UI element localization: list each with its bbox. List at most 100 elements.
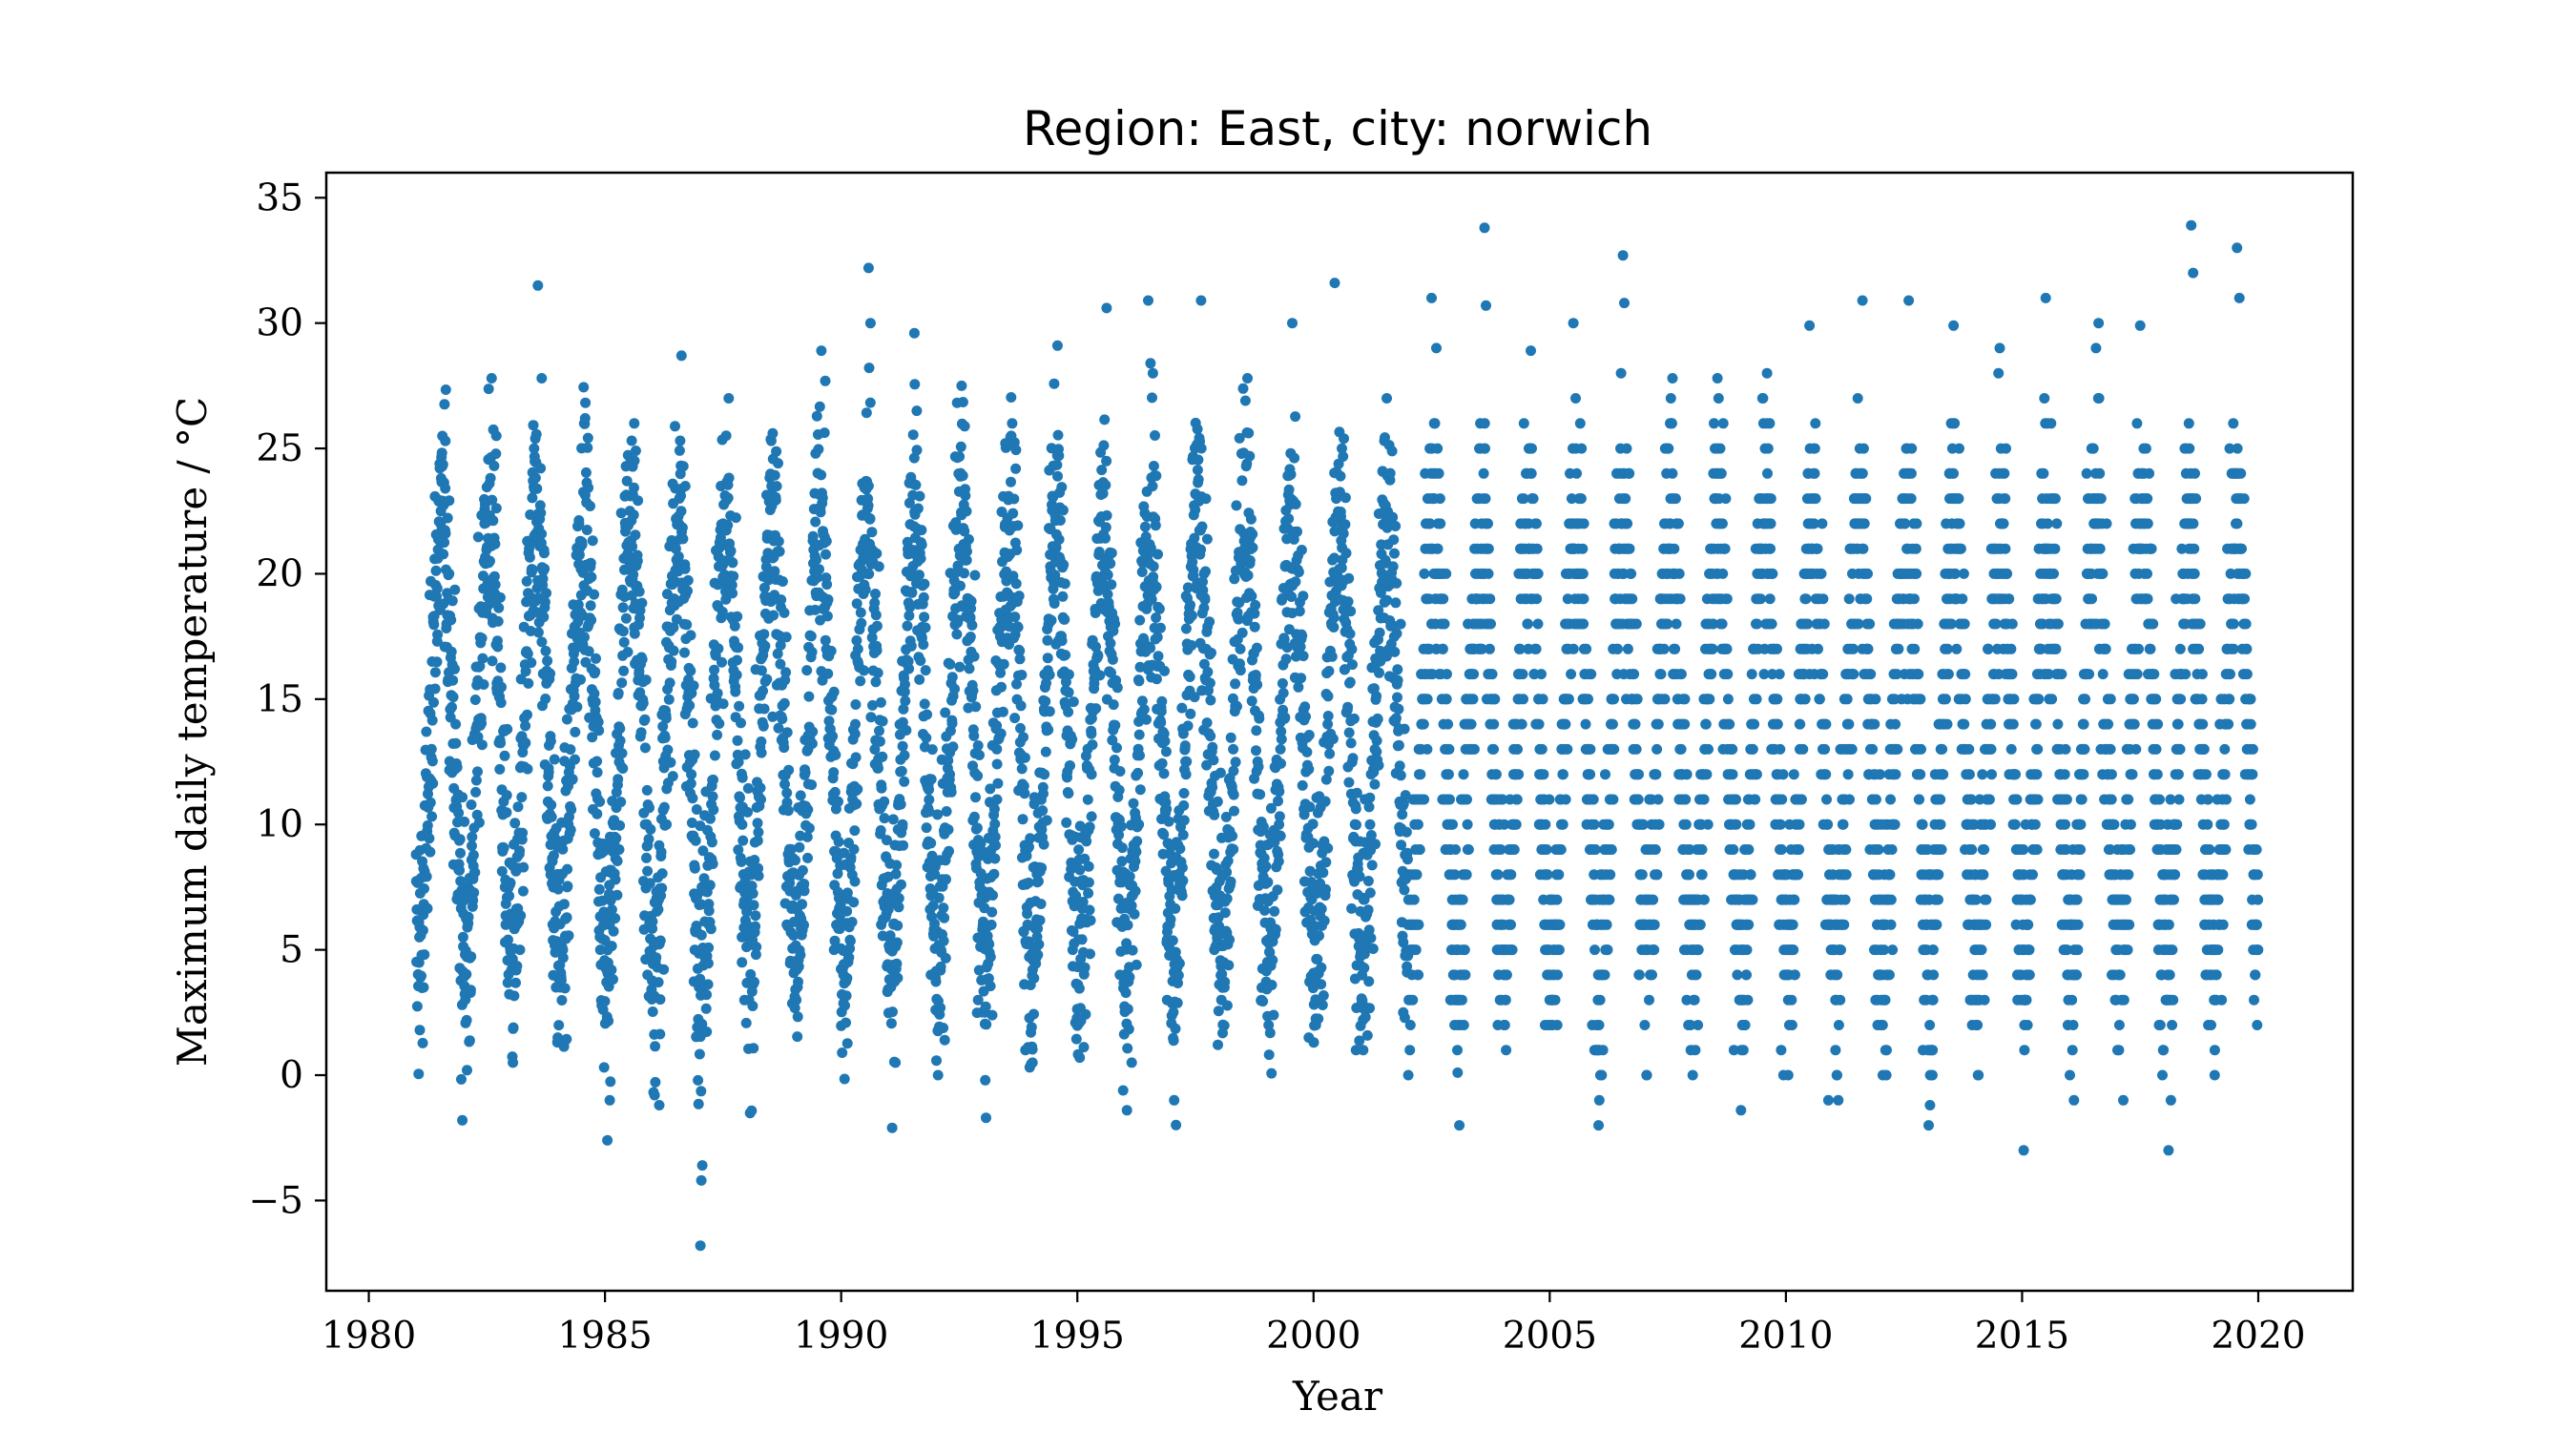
data-point xyxy=(849,876,861,887)
data-point xyxy=(957,470,968,482)
data-point xyxy=(545,668,556,679)
data-point xyxy=(1006,392,1017,403)
data-point xyxy=(813,444,824,455)
data-point xyxy=(822,668,834,679)
data-point xyxy=(1225,876,1236,887)
data-point xyxy=(1441,568,1452,579)
data-point xyxy=(1049,598,1060,609)
data-point xyxy=(1063,788,1074,799)
data-point xyxy=(799,885,810,897)
data-point xyxy=(1551,894,1563,905)
data-point xyxy=(707,791,718,802)
data-point xyxy=(1178,815,1190,826)
data-point xyxy=(1207,741,1218,753)
data-point xyxy=(549,754,560,765)
data-point xyxy=(1006,476,1016,487)
data-point xyxy=(1043,724,1054,736)
data-point xyxy=(731,670,742,680)
data-point xyxy=(1649,919,1660,930)
data-point xyxy=(453,807,465,819)
data-point xyxy=(1015,722,1026,734)
data-point xyxy=(582,442,593,453)
data-point xyxy=(1393,739,1404,751)
data-point xyxy=(485,472,496,484)
data-point xyxy=(1065,760,1075,771)
data-point xyxy=(658,964,670,975)
data-point xyxy=(1032,876,1044,887)
data-point xyxy=(1364,819,1376,830)
data-point xyxy=(1192,465,1203,476)
data-point xyxy=(1389,646,1401,657)
data-point xyxy=(957,397,968,407)
data-point xyxy=(987,906,998,918)
data-point xyxy=(830,749,841,760)
data-point xyxy=(729,620,740,632)
data-point xyxy=(1395,770,1406,781)
data-point xyxy=(1245,513,1257,525)
data-point xyxy=(667,771,678,782)
data-point xyxy=(803,822,815,834)
data-point xyxy=(1480,443,1490,454)
data-point xyxy=(924,784,934,796)
data-point xyxy=(1513,769,1525,780)
data-point xyxy=(1479,418,1490,429)
data-point xyxy=(592,756,603,767)
data-point xyxy=(1083,861,1094,872)
data-point xyxy=(871,620,883,632)
data-point xyxy=(970,792,981,803)
data-point xyxy=(974,750,985,760)
data-point xyxy=(535,463,547,474)
data-point xyxy=(1251,745,1261,757)
data-point xyxy=(454,834,466,845)
data-point xyxy=(583,646,594,657)
data-point xyxy=(1458,769,1469,780)
data-point xyxy=(1202,666,1214,677)
data-point xyxy=(924,794,935,805)
data-point xyxy=(1429,418,1441,429)
data-point xyxy=(450,737,462,749)
data-point xyxy=(586,614,597,626)
data-point xyxy=(722,492,734,504)
data-point xyxy=(1392,692,1402,703)
data-point xyxy=(437,459,448,470)
data-point xyxy=(887,1006,898,1018)
data-point xyxy=(985,981,996,992)
data-point xyxy=(1693,1020,1704,1030)
data-point xyxy=(1518,418,1529,429)
data-point xyxy=(603,1015,614,1027)
data-point xyxy=(1184,672,1195,682)
data-point xyxy=(1042,653,1053,664)
data-point xyxy=(1345,606,1357,617)
data-point xyxy=(932,809,944,820)
data-point xyxy=(571,701,583,713)
data-point xyxy=(933,892,945,903)
data-point xyxy=(1374,667,1384,678)
data-point xyxy=(682,585,693,596)
data-point xyxy=(668,622,679,633)
data-point xyxy=(1100,480,1111,490)
data-point xyxy=(938,1023,949,1033)
data-point xyxy=(1589,844,1601,855)
data-point xyxy=(1019,752,1030,763)
data-point xyxy=(1049,378,1060,389)
data-point xyxy=(610,913,621,924)
data-point xyxy=(1410,944,1422,956)
data-point xyxy=(1266,980,1278,990)
data-point xyxy=(1544,794,1555,805)
data-point xyxy=(851,598,862,610)
data-point xyxy=(898,840,909,851)
data-point xyxy=(583,482,594,493)
data-point xyxy=(839,1073,850,1085)
data-point xyxy=(811,554,821,566)
data-point xyxy=(1168,1006,1179,1018)
data-point xyxy=(992,778,1004,789)
data-point xyxy=(1254,713,1265,724)
data-point xyxy=(606,964,617,976)
data-point xyxy=(922,709,933,720)
data-point xyxy=(703,905,715,917)
data-point xyxy=(651,952,662,964)
data-point xyxy=(972,740,984,751)
data-point xyxy=(1219,976,1231,987)
data-point xyxy=(1562,743,1573,755)
data-point xyxy=(1538,769,1549,780)
